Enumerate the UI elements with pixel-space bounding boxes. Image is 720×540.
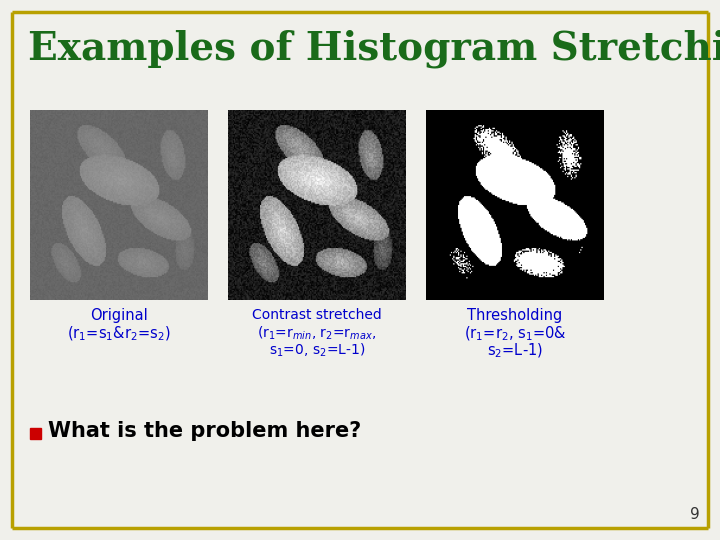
Text: What is the problem here?: What is the problem here? <box>48 421 361 441</box>
Text: Thresholding: Thresholding <box>467 308 562 323</box>
Text: (r$_1$=r$_2$, s$_1$=0&: (r$_1$=r$_2$, s$_1$=0& <box>464 325 567 343</box>
Text: Original: Original <box>90 308 148 323</box>
Text: s$_1$=0, s$_2$=L-1): s$_1$=0, s$_2$=L-1) <box>269 342 365 360</box>
Text: Examples of Histogram Stretching: Examples of Histogram Stretching <box>28 30 720 69</box>
Text: 9: 9 <box>690 507 700 522</box>
Text: (r$_1$=s$_1$&r$_2$=s$_2$): (r$_1$=s$_1$&r$_2$=s$_2$) <box>67 325 171 343</box>
Text: Contrast stretched: Contrast stretched <box>252 308 382 322</box>
Text: s$_2$=L-1): s$_2$=L-1) <box>487 342 543 360</box>
Text: (r$_1$=r$_{min}$, r$_2$=r$_{max}$,: (r$_1$=r$_{min}$, r$_2$=r$_{max}$, <box>257 325 377 342</box>
Bar <box>30 428 41 439</box>
